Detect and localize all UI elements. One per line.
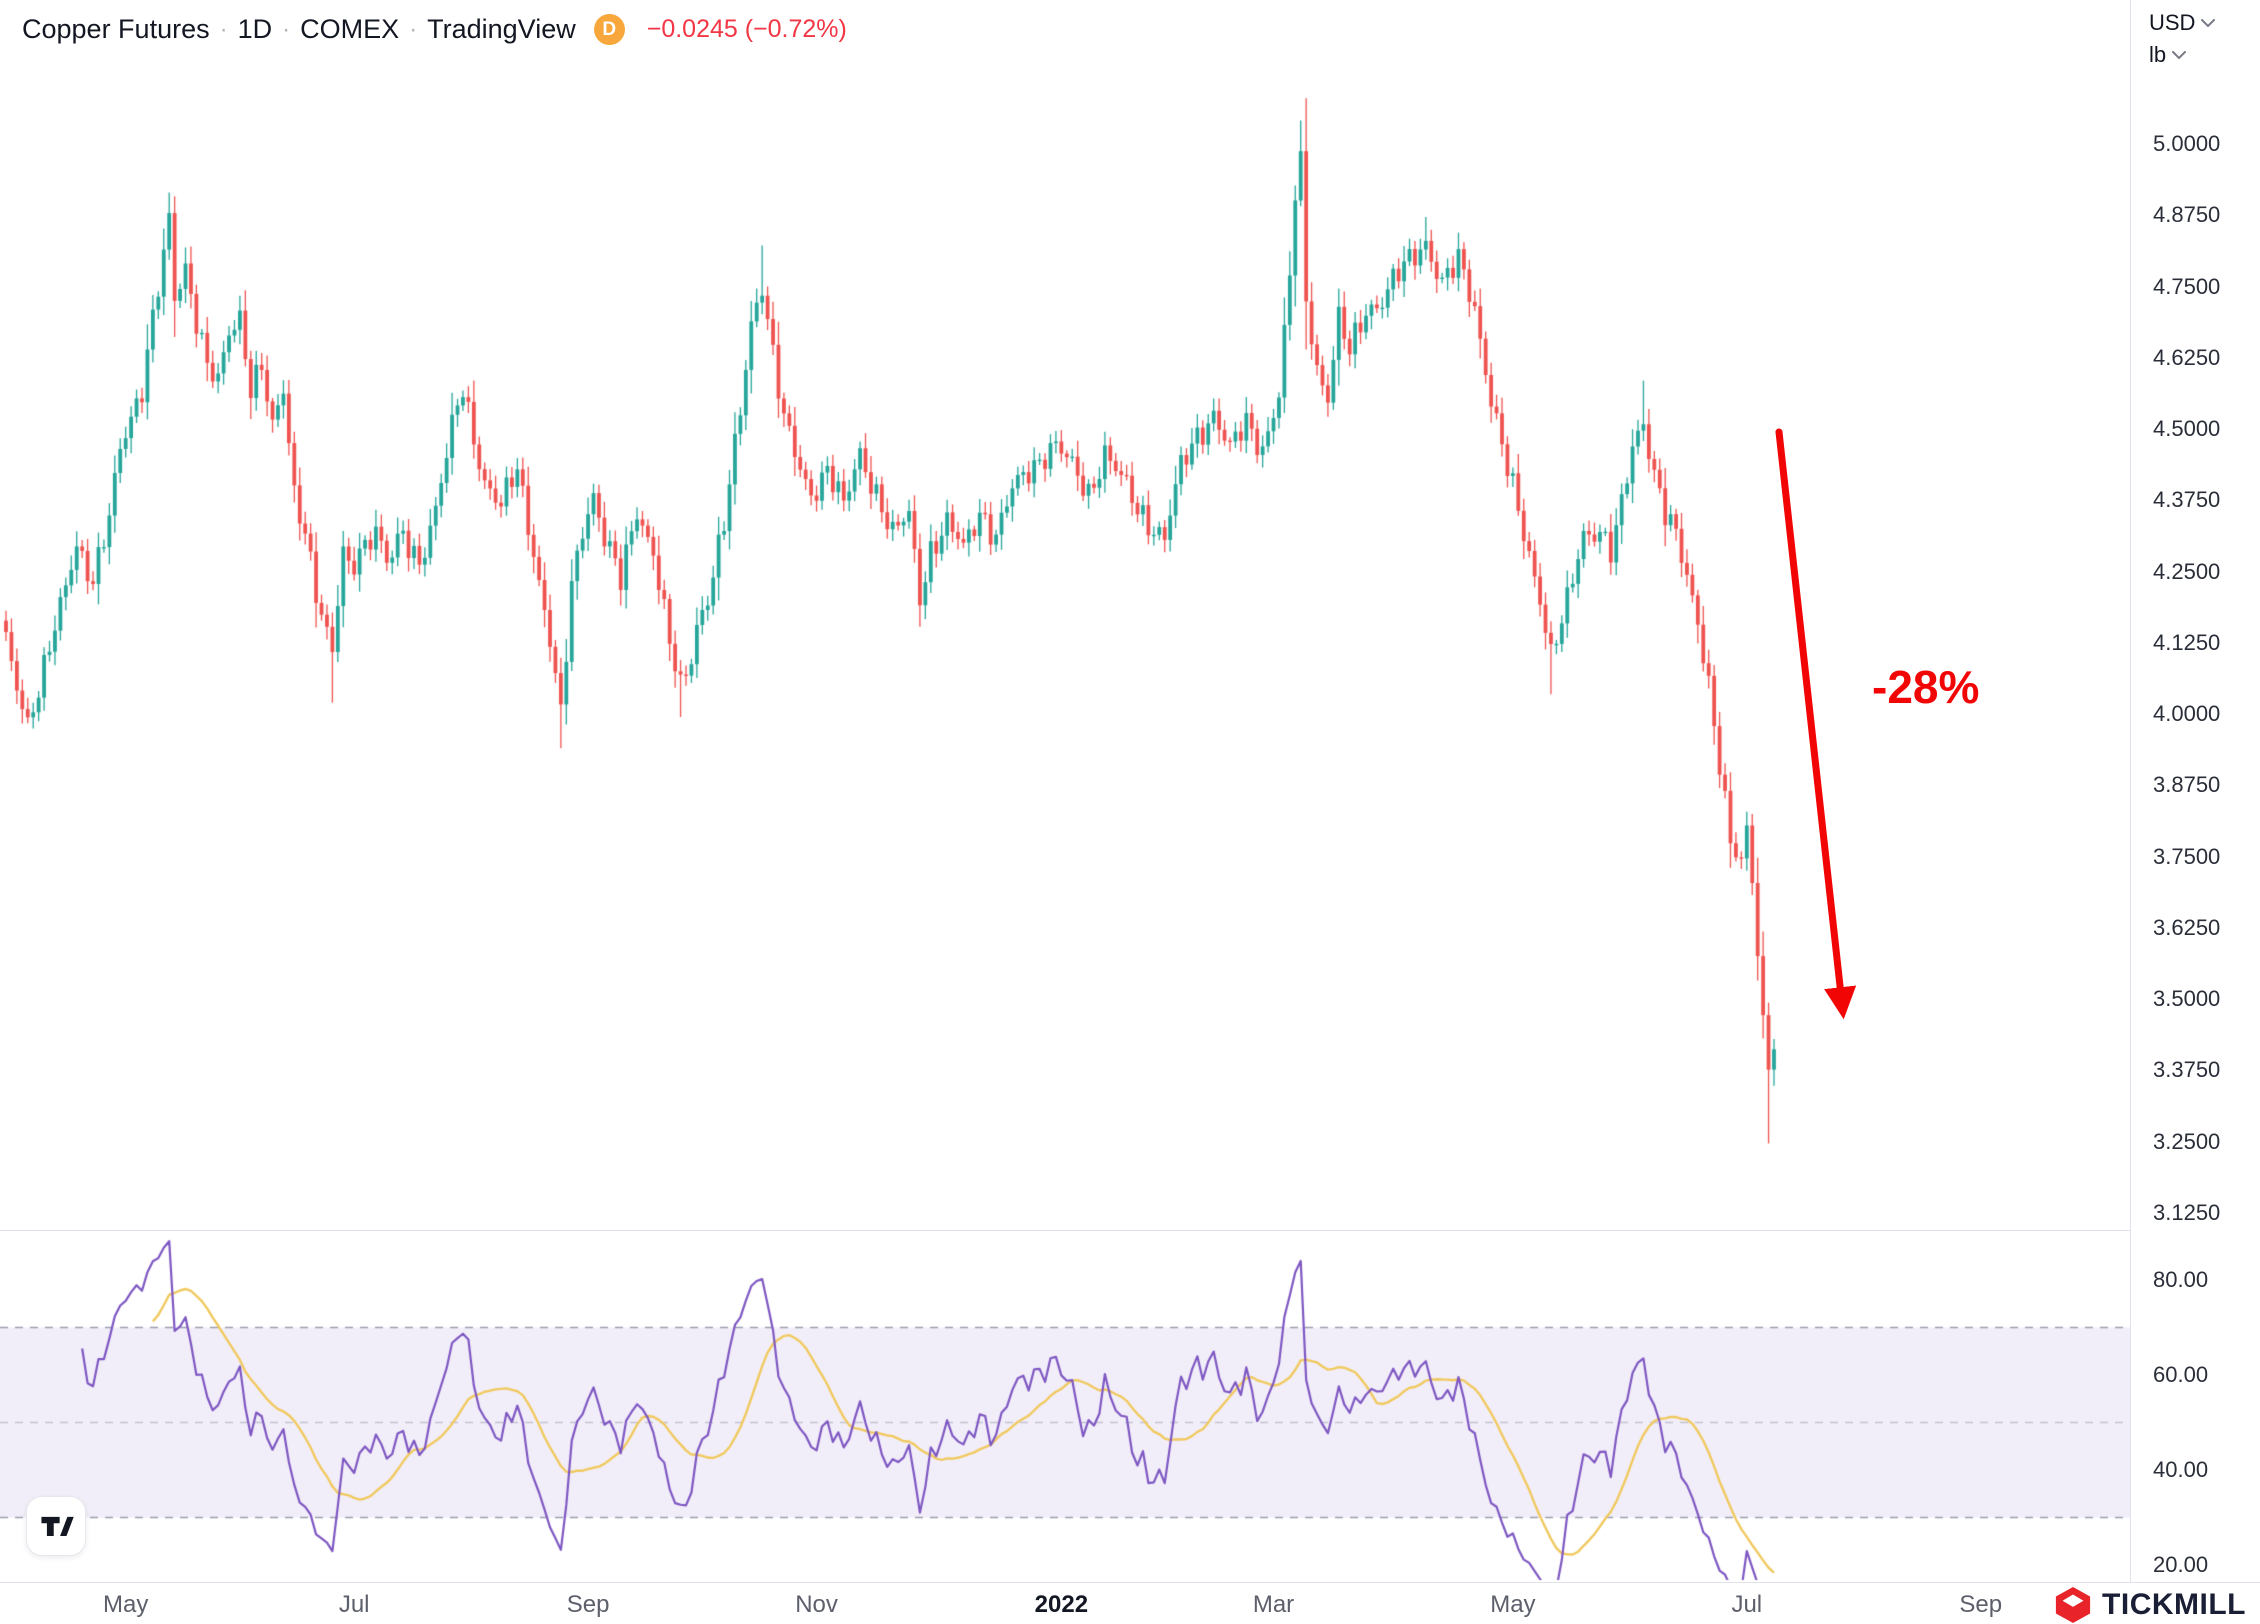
price-axis-label: 3.1250 (2153, 1199, 2221, 1225)
price-axis-label: 4.2500 (2153, 558, 2221, 584)
unit-selector[interactable]: lb (2149, 42, 2215, 68)
price-axis-label: 3.2500 (2153, 1128, 2221, 1154)
interval-label[interactable]: 1D (237, 14, 273, 44)
candlestick-chart-canvas[interactable] (0, 0, 2130, 1582)
currency-label: USD (2149, 10, 2196, 35)
chart-legend[interactable]: Copper Futures · 1D · COMEX · TradingVie… (22, 14, 847, 45)
price-axis-label: 4.1250 (2153, 629, 2221, 655)
price-axis-label: 3.7500 (2153, 843, 2221, 869)
time-axis-label: Jul (1731, 1591, 1763, 1618)
axis-separator (2130, 0, 2131, 1582)
time-axis-label: Sep (566, 1591, 610, 1618)
tickmill-logo[interactable]: TICKMILL (2054, 1586, 2246, 1624)
pane-divider[interactable] (0, 1230, 2260, 1231)
time-axis-label: Mar (1252, 1591, 1295, 1618)
platform-label[interactable]: TradingView (427, 14, 576, 44)
legend-separator: · (409, 15, 418, 43)
time-axis-label: May (103, 1591, 149, 1618)
price-axis-label: 5.0000 (2153, 131, 2221, 156)
tickmill-wordmark: TICKMILL (2102, 1588, 2246, 1621)
price-axis-label: 4.3750 (2153, 487, 2221, 513)
rsi-axis-label: 20.00 (2153, 1552, 2209, 1577)
price-axis[interactable]: USD lb 5.0000 4.8750 4.7500 4.6250 4.5000 4.3… (2131, 0, 2260, 1582)
chevron-down-icon (2201, 18, 2216, 27)
legend-separator: · (282, 15, 291, 43)
price-axis-label: 4.5000 (2153, 416, 2221, 442)
time-axis-label: Nov (795, 1591, 838, 1618)
price-axis-label: 3.5000 (2153, 986, 2221, 1012)
tickmill-logo-icon (2055, 1586, 2091, 1624)
decline-annotation[interactable]: -28% (1872, 661, 1980, 713)
rsi-axis-label: 80.00 (2153, 1267, 2209, 1292)
price-axis-label: 4.6250 (2153, 344, 2221, 370)
price-axis-label: 4.7500 (2153, 273, 2221, 299)
delayed-data-badge[interactable]: D (593, 14, 625, 45)
price-axis-label: 4.0000 (2153, 701, 2221, 727)
price-axis-label: 3.3750 (2153, 1057, 2221, 1083)
time-axis-label: Jul (338, 1591, 370, 1618)
unit-selector-box: USD lb (2149, 10, 2216, 68)
tradingview-logo[interactable] (26, 1496, 86, 1556)
time-axis-label: May (1490, 1591, 1536, 1618)
time-axis-divider (0, 1582, 2260, 1583)
symbol-title[interactable]: Copper Futures (22, 14, 210, 44)
time-axis-label: Sep (1959, 1591, 2003, 1618)
price-axis-label: 4.8750 (2153, 202, 2221, 228)
unit-label: lb (2149, 42, 2167, 67)
price-change-label: −0.0245 (−0.72%) (646, 15, 847, 43)
price-axis-label: 3.6250 (2153, 914, 2221, 940)
rsi-axis-label: 60.00 (2153, 1362, 2209, 1387)
rsi-axis-label: 40.00 (2153, 1457, 2209, 1482)
time-axis[interactable]: May Jul Sep Nov 2022 Mar May Jul Sep (0, 1583, 2130, 1624)
tradingview-logo-icon (41, 1516, 74, 1536)
price-axis-label: 3.8750 (2153, 772, 2221, 798)
currency-selector[interactable]: USD (2149, 10, 2216, 36)
chevron-down-icon (2172, 50, 2187, 59)
time-axis-label: 2022 (1034, 1591, 1089, 1618)
exchange-label: COMEX (300, 14, 400, 44)
legend-separator: · (219, 15, 228, 43)
